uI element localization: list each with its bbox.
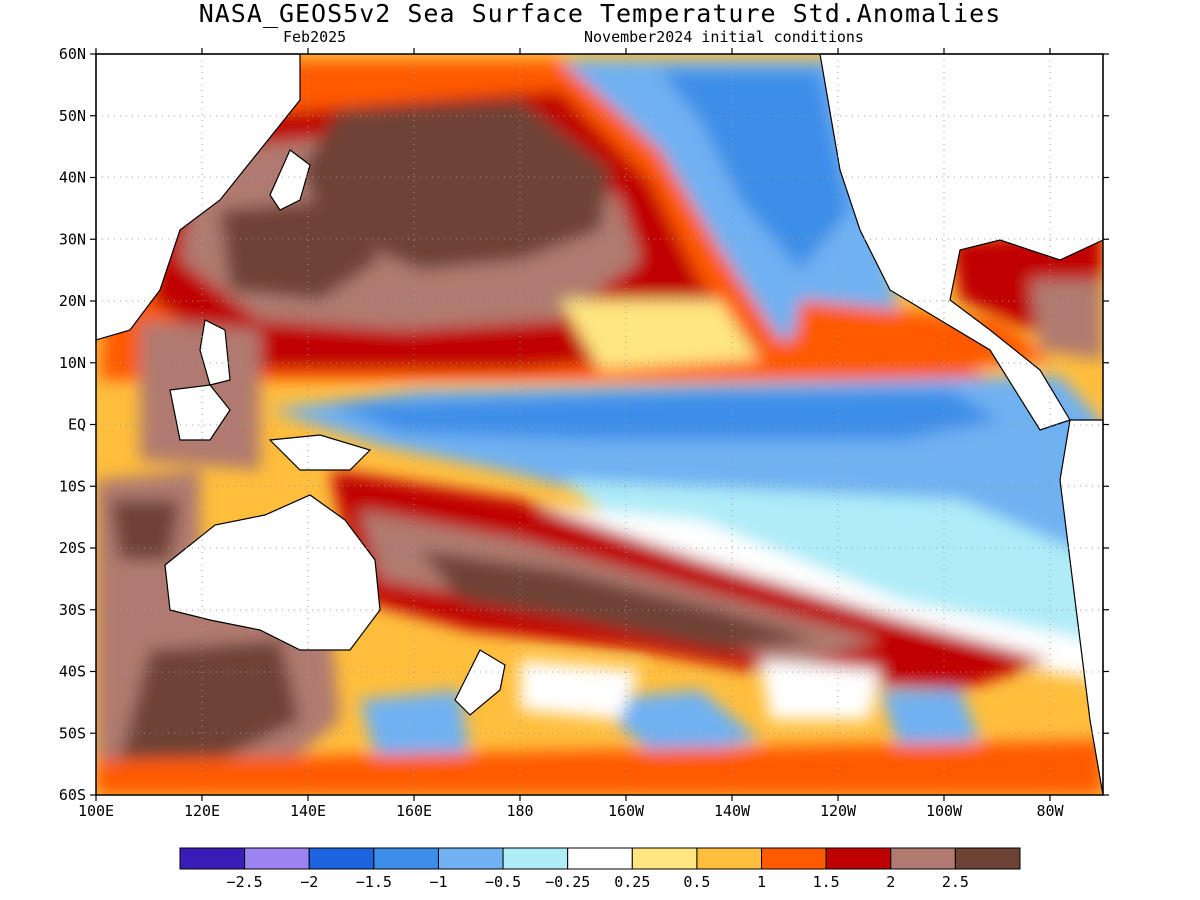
south-pacific-core-band <box>420 550 820 650</box>
lat-tick-label: 40N <box>59 169 86 187</box>
eastern-tropical-north-warm <box>790 300 1050 372</box>
lat-tick-label: 60S <box>59 786 86 804</box>
lon-tick-label: 100W <box>926 802 963 820</box>
japan-land <box>269 149 311 211</box>
colorbar-label: −1.5 <box>356 873 392 891</box>
colorbar-label: −2.5 <box>227 873 263 891</box>
lon-tick-label: 160W <box>608 802 645 820</box>
colorbar-label: 2 <box>886 873 895 891</box>
lon-tick-label: 120E <box>184 802 220 820</box>
lon-tick-label: 180 <box>506 802 533 820</box>
lat-tick-label: 30S <box>59 601 86 619</box>
north-pacific-core-warm <box>300 100 610 270</box>
colorbar-label: 1.5 <box>813 873 840 891</box>
lat-axis: 60N 50N 40N 30N 20N 10N EQ 10S 20S 30S 40S 50S 60S <box>59 45 1109 804</box>
lat-tick-label: 10S <box>59 477 86 495</box>
new-guinea-land <box>268 434 372 471</box>
philippines-land <box>199 319 231 386</box>
colorbar-swatch <box>244 847 310 870</box>
lat-tick-label: 50S <box>59 724 86 742</box>
colorbar-swatch <box>373 847 439 870</box>
colorbar-swatch <box>954 847 1021 870</box>
lon-axis: 100E 120E 140E 160E 180 160W 140W 120W 100W 80W <box>78 48 1065 820</box>
valid-month-label: Feb2025 <box>283 28 347 46</box>
colorbar: −2.5 −2 −1.5 −1 −0.5 −0.25 0.25 0.5 1 1.5 2 2.5 <box>179 847 1021 891</box>
colorbar-label: 2.5 <box>942 873 969 891</box>
lon-tick-label: 140E <box>290 802 326 820</box>
land-masses <box>95 53 1104 796</box>
southern-ocean-cool-patches <box>360 690 980 770</box>
colorbar-label: −0.25 <box>545 873 590 891</box>
asia-land <box>95 53 301 341</box>
borneo-land <box>169 384 231 441</box>
colorbar-swatch <box>825 847 892 870</box>
colorbar-swatch <box>761 847 827 870</box>
colorbar-label: 0.5 <box>683 873 710 891</box>
colorbar-swatch <box>179 847 246 870</box>
colorbar-label: −2 <box>300 873 318 891</box>
south-pacific-warm-band-region <box>330 470 1050 690</box>
lon-tick-label: 140W <box>714 802 751 820</box>
figure-title: NASA_GEOS5v2 Sea Surface Temperature Std… <box>198 0 1002 28</box>
lon-tick-label: 120W <box>820 802 857 820</box>
init-conditions-label: November2024 initial conditions <box>584 28 864 46</box>
southern-ocean-warm-strip <box>96 740 1103 795</box>
lat-tick-label: 60N <box>59 45 86 63</box>
southwest-indian-ocean-core <box>110 500 300 770</box>
lat-tick-label: EQ <box>68 416 86 434</box>
caribbean-core <box>1030 280 1103 360</box>
northwest-pacific-core <box>220 200 380 300</box>
lat-tick-label: 30N <box>59 230 86 248</box>
north-american-coast-cooler <box>660 70 850 270</box>
lon-tick-label: 160E <box>396 802 432 820</box>
colorbar-swatch <box>567 847 633 870</box>
colorbar-label: −1 <box>429 873 447 891</box>
colorbar-swatch <box>890 847 956 870</box>
colorbar-label: 1 <box>757 873 766 891</box>
lat-tick-label: 50N <box>59 107 86 125</box>
lon-tick-label: 100E <box>78 802 114 820</box>
colorbar-swatch <box>631 847 698 870</box>
colorbar-label: 0.25 <box>614 873 650 891</box>
equatorial-cold-tongue-core <box>330 390 1000 440</box>
lon-tick-label: 80W <box>1036 802 1064 820</box>
north-america-land <box>819 53 1104 431</box>
colorbar-swatch <box>437 847 504 870</box>
lat-tick-label: 40S <box>59 663 86 681</box>
central-north-pacific-light <box>560 300 760 370</box>
australia-land <box>164 494 381 651</box>
lat-tick-label: 20S <box>59 539 86 557</box>
new-zealand-land <box>454 649 506 716</box>
lat-tick-label: 10N <box>59 354 86 372</box>
southern-ocean-neutral-patches <box>520 660 880 720</box>
lat-tick-label: 20N <box>59 292 86 310</box>
colorbar-swatch <box>502 847 569 870</box>
colorbar-label: −0.5 <box>485 873 521 891</box>
colorbar-swatch <box>308 847 375 870</box>
colorbar-swatch <box>696 847 763 870</box>
